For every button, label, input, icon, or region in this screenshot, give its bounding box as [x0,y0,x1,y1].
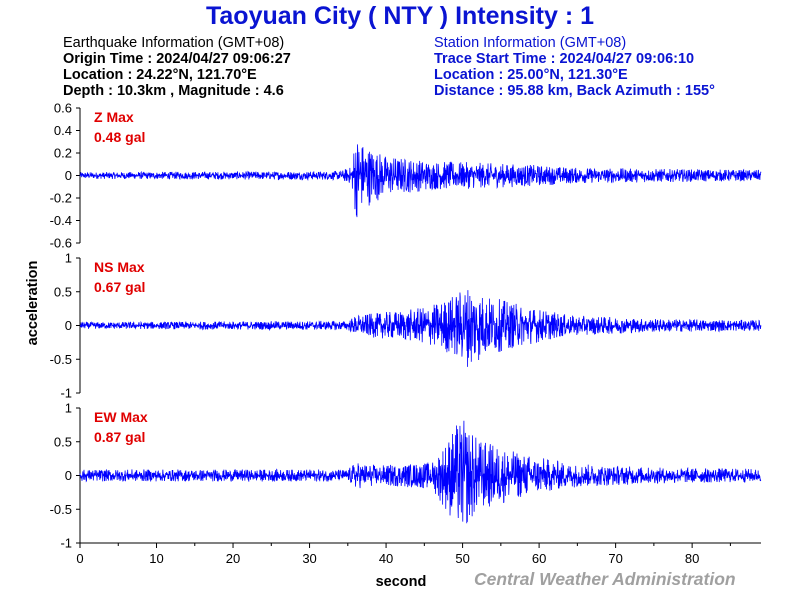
y-tick-label: 0.5 [54,284,72,299]
page-title: Taoyuan City ( NTY ) Intensity : 1 [205,2,594,30]
station-info-header: Station Information (GMT+08) [434,35,627,51]
y-tick-label: -0.5 [50,352,72,367]
epicenter-location: Location : 24.22°N, 121.70°E [63,67,257,83]
panel-z: -0.6 -0.4 -0.2 0 0.2 0.4 0.6 Z Max 0.48 gal [50,101,762,251]
credit-label: Central Weather Administration [474,569,736,589]
x-tick-label: 50 [455,551,469,566]
distance-azimuth: Distance : 95.88 km, Back Azimuth : 155° [434,83,715,99]
max-value-ew: 0.87 gal [94,429,145,445]
x-tick-label: 70 [608,551,622,566]
x-tick-label: 10 [149,551,163,566]
trace-start-time: Trace Start Time : 2024/04/27 09:06:10 [434,51,695,67]
depth-magnitude: Depth : 10.3km , Magnitude : 4.6 [63,83,284,99]
y-tick-label: 1 [65,401,72,416]
x-tick-label: 40 [379,551,393,566]
y-tick-label: 0.4 [54,123,72,138]
y-tick-label: 0 [65,318,72,333]
earthquake-info-header: Earthquake Information (GMT+08) [63,35,285,51]
y-tick-label: 0.5 [54,434,72,449]
x-tick-label: 60 [532,551,546,566]
y-tick-label: -0.4 [50,213,72,228]
station-info: Station Information (GMT+08) Trace Start… [434,35,715,99]
max-label-ns: NS Max [94,259,145,275]
y-tick-label: 0.2 [54,146,72,161]
y-tick-label: -0.2 [50,191,72,206]
station-location: Location : 25.00°N, 121.30°E [434,67,628,83]
x-tick-label: 0 [76,551,83,566]
y-tick-label: -0.6 [50,236,72,251]
panel-ew: -1 -0.5 0 0.5 1 EW Max 0.87 gal [50,401,762,551]
waveform-z [79,144,762,218]
max-label-z: Z Max [94,109,134,125]
x-tick-label: 80 [685,551,699,566]
x-axis-title: second [376,574,427,590]
origin-time: Origin Time : 2024/04/27 09:06:27 [63,51,291,67]
y-tick-label: 1 [65,251,72,266]
y-tick-label: -1 [60,386,72,401]
max-label-ew: EW Max [94,409,148,425]
waveform-ns [79,290,762,367]
y-axis-title: acceleration [25,261,41,346]
waveform-ew [79,420,762,524]
max-value-z: 0.48 gal [94,129,145,145]
x-tick-label: 20 [226,551,240,566]
max-value-ns: 0.67 gal [94,279,145,295]
y-tick-label: 0.6 [54,101,72,116]
x-tick-label: 30 [302,551,316,566]
y-tick-label: 0 [65,468,72,483]
y-tick-label: -0.5 [50,502,72,517]
y-tick-label: 0 [65,168,72,183]
earthquake-info: Earthquake Information (GMT+08) Origin T… [63,35,291,99]
y-tick-label: -1 [60,536,72,551]
panel-ns: -1 -0.5 0 0.5 1 NS Max 0.67 gal [50,251,762,401]
